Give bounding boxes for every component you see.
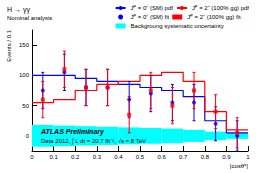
svg-text:0.8: 0.8 [201,154,210,160]
svg-text:Jᴾ = 0⁺ (SM) fit: Jᴾ = 0⁺ (SM) fit [131,14,170,20]
svg-text:Jᴾ = 0⁺ (SM) pdf: Jᴾ = 0⁺ (SM) pdf [131,5,174,11]
svg-text:0: 0 [30,154,34,160]
svg-text:|cosθ*|: |cosθ*| [230,163,249,169]
svg-text:1: 1 [246,154,250,160]
svg-text:Jᴾ = 2⁺ (100% gg) fit: Jᴾ = 2⁺ (100% gg) fit [187,14,241,20]
svg-text:H → γγ: H → γγ [7,6,30,14]
svg-text:Events / 0.1: Events / 0.1 [6,29,12,61]
svg-text:0.9: 0.9 [222,154,231,160]
svg-text:0.6: 0.6 [157,154,166,160]
svg-text:Nominal analysis: Nominal analysis [7,15,52,21]
svg-text:0.1: 0.1 [49,154,58,160]
svg-text:150: 150 [19,42,30,48]
svg-text:50: 50 [22,103,29,109]
svg-text:0.3: 0.3 [93,154,102,160]
svg-text:0.7: 0.7 [179,154,188,160]
svg-text:Data 2012, ∫ L dt = 20.7 fb⁻¹,: Data 2012, ∫ L dt = 20.7 fb⁻¹, √s = 8 Te… [41,138,146,145]
svg-text:Jᴾ = 2⁺ (100% gg) pdf: Jᴾ = 2⁺ (100% gg) pdf [192,5,249,11]
svg-text:ATLAS Preliminary: ATLAS Preliminary [40,128,105,136]
svg-text:0.2: 0.2 [71,154,80,160]
svg-text:0: 0 [26,133,30,139]
svg-text:0.4: 0.4 [114,154,123,160]
svg-text:100: 100 [19,72,30,78]
svg-text:Backgroung systematic uncertai: Backgroung systematic uncertainty [131,23,224,29]
svg-text:0.5: 0.5 [136,154,145,160]
